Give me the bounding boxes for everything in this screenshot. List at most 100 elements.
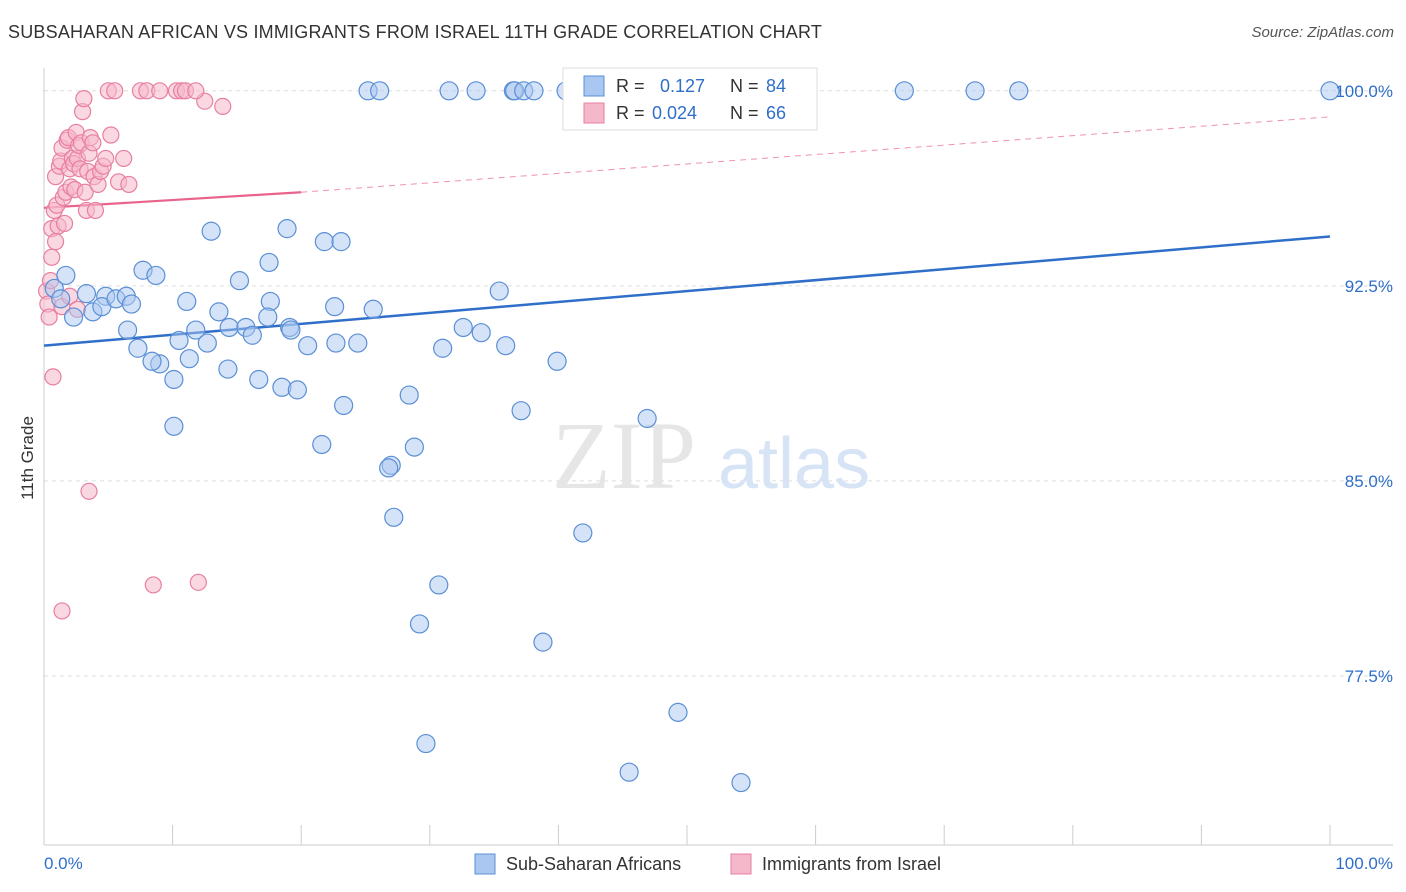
subsaharan-point (894, 81, 914, 101)
series-legend-label-blue: Sub-Saharan Africans (506, 854, 681, 874)
chart-title: SUBSAHARAN AFRICAN VS IMMIGRANTS FROM IS… (8, 22, 823, 42)
subsaharan-point (169, 330, 189, 351)
stats-r-value-blue: 0.127 (660, 76, 705, 96)
stats-legend: R = 0.127 N = 84 R = 0.024 N = 66 (562, 67, 818, 131)
subsaharan-point (731, 772, 751, 793)
subsaharan-point (177, 291, 197, 312)
watermark: ZIP atlas (552, 402, 870, 509)
watermark-atlas: atlas (718, 424, 870, 504)
subsaharan-point (219, 317, 239, 338)
subsaharan-point (668, 702, 688, 722)
subsaharan-point (142, 351, 162, 371)
x-tick-label-max: 100.0% (1335, 854, 1393, 873)
subsaharan-point (496, 336, 516, 356)
subsaharan-point (331, 232, 351, 252)
israel-point (53, 602, 71, 620)
y-tick-label: 92.5% (1345, 277, 1393, 296)
israel-point (106, 82, 124, 100)
subsaharan-point (471, 323, 491, 343)
subsaharan-point (466, 81, 486, 101)
subsaharan-point (164, 416, 184, 436)
series-legend-swatch-blue (474, 853, 496, 875)
israel-trend-extension (301, 116, 1331, 193)
subsaharan-point (229, 271, 250, 291)
subsaharan-point (429, 575, 449, 595)
subsaharan-point (1009, 81, 1029, 101)
israel-point (44, 368, 62, 386)
subsaharan-point (197, 333, 217, 353)
subsaharan-point (63, 307, 84, 327)
series-legend: Sub-Saharan Africans Immigrants from Isr… (474, 853, 941, 875)
stats-legend-swatch-pink (583, 102, 605, 124)
subsaharan-point (258, 307, 278, 327)
subsaharan-point (547, 351, 567, 371)
israel-point (214, 97, 232, 116)
israel-point (189, 573, 207, 591)
subsaharan-point (637, 408, 657, 429)
subsaharan-point (201, 221, 221, 241)
watermark-zip: ZIP (552, 402, 696, 509)
stats-n-value-blue: 84 (766, 76, 786, 96)
subsaharan-point (287, 380, 307, 400)
series-legend-label-pink: Immigrants from Israel (762, 854, 941, 874)
subsaharan-point (379, 458, 399, 478)
y-tick-label: 77.5% (1345, 667, 1393, 686)
subsaharan-points (44, 81, 1340, 793)
stats-legend-box (562, 67, 818, 131)
subsaharan-point (348, 333, 368, 353)
subsaharan-point (409, 614, 430, 634)
subsaharan-point (524, 81, 544, 101)
subsaharan-point (363, 299, 383, 319)
subsaharan-point (439, 81, 459, 101)
subsaharan-point (218, 359, 238, 379)
subsaharan-point (76, 284, 97, 304)
subsaharan-point (281, 320, 301, 340)
israel-point (84, 134, 102, 152)
subsaharan-trend-line (43, 235, 1331, 347)
israel-point (55, 214, 74, 233)
subsaharan-point (370, 81, 390, 101)
israel-point (115, 149, 133, 168)
subsaharan-point (573, 523, 593, 543)
subsaharan-point (489, 281, 509, 301)
subsaharan-point (259, 252, 279, 273)
subsaharan-point (326, 333, 346, 353)
y-tick-label: 85.0% (1345, 472, 1393, 491)
subsaharan-point (312, 434, 332, 455)
subsaharan-point (404, 437, 424, 457)
subsaharan-point (209, 302, 229, 322)
israel-point (86, 201, 105, 220)
israel-point (151, 82, 169, 100)
subsaharan-point (179, 349, 199, 369)
subsaharan-point (117, 320, 138, 340)
israel-point (102, 126, 120, 144)
stats-n-label-pink: N = (730, 103, 759, 123)
source-label: Source: ZipAtlas.com (1251, 24, 1394, 41)
subsaharan-point (399, 385, 419, 405)
stats-n-value-pink: 66 (766, 103, 786, 123)
subsaharan-point (433, 338, 453, 358)
stats-legend-swatch-blue (583, 75, 605, 97)
subsaharan-point (260, 291, 280, 312)
grid-lines (44, 90, 1393, 677)
stats-n-label-blue: N = (730, 76, 759, 96)
subsaharan-point (511, 401, 531, 421)
subsaharan-point (56, 265, 76, 286)
israel-point (46, 233, 65, 251)
stats-r-label-pink: R = (616, 103, 645, 123)
subsaharan-point (298, 336, 318, 356)
x-tick-label-min: 0.0% (44, 854, 83, 873)
israel-point (75, 90, 93, 108)
subsaharan-point (533, 632, 553, 652)
stats-r-label-blue: R = (616, 76, 645, 96)
israel-point (97, 149, 115, 168)
subsaharan-point (453, 317, 473, 338)
subsaharan-point (51, 289, 71, 309)
subsaharan-point (334, 395, 354, 416)
y-tick-label: 100.0% (1335, 82, 1393, 101)
y-axis-title: 11th Grade (18, 416, 37, 500)
subsaharan-point (249, 369, 269, 390)
series-legend-swatch-pink (730, 853, 752, 875)
subsaharan-point (1320, 81, 1340, 101)
